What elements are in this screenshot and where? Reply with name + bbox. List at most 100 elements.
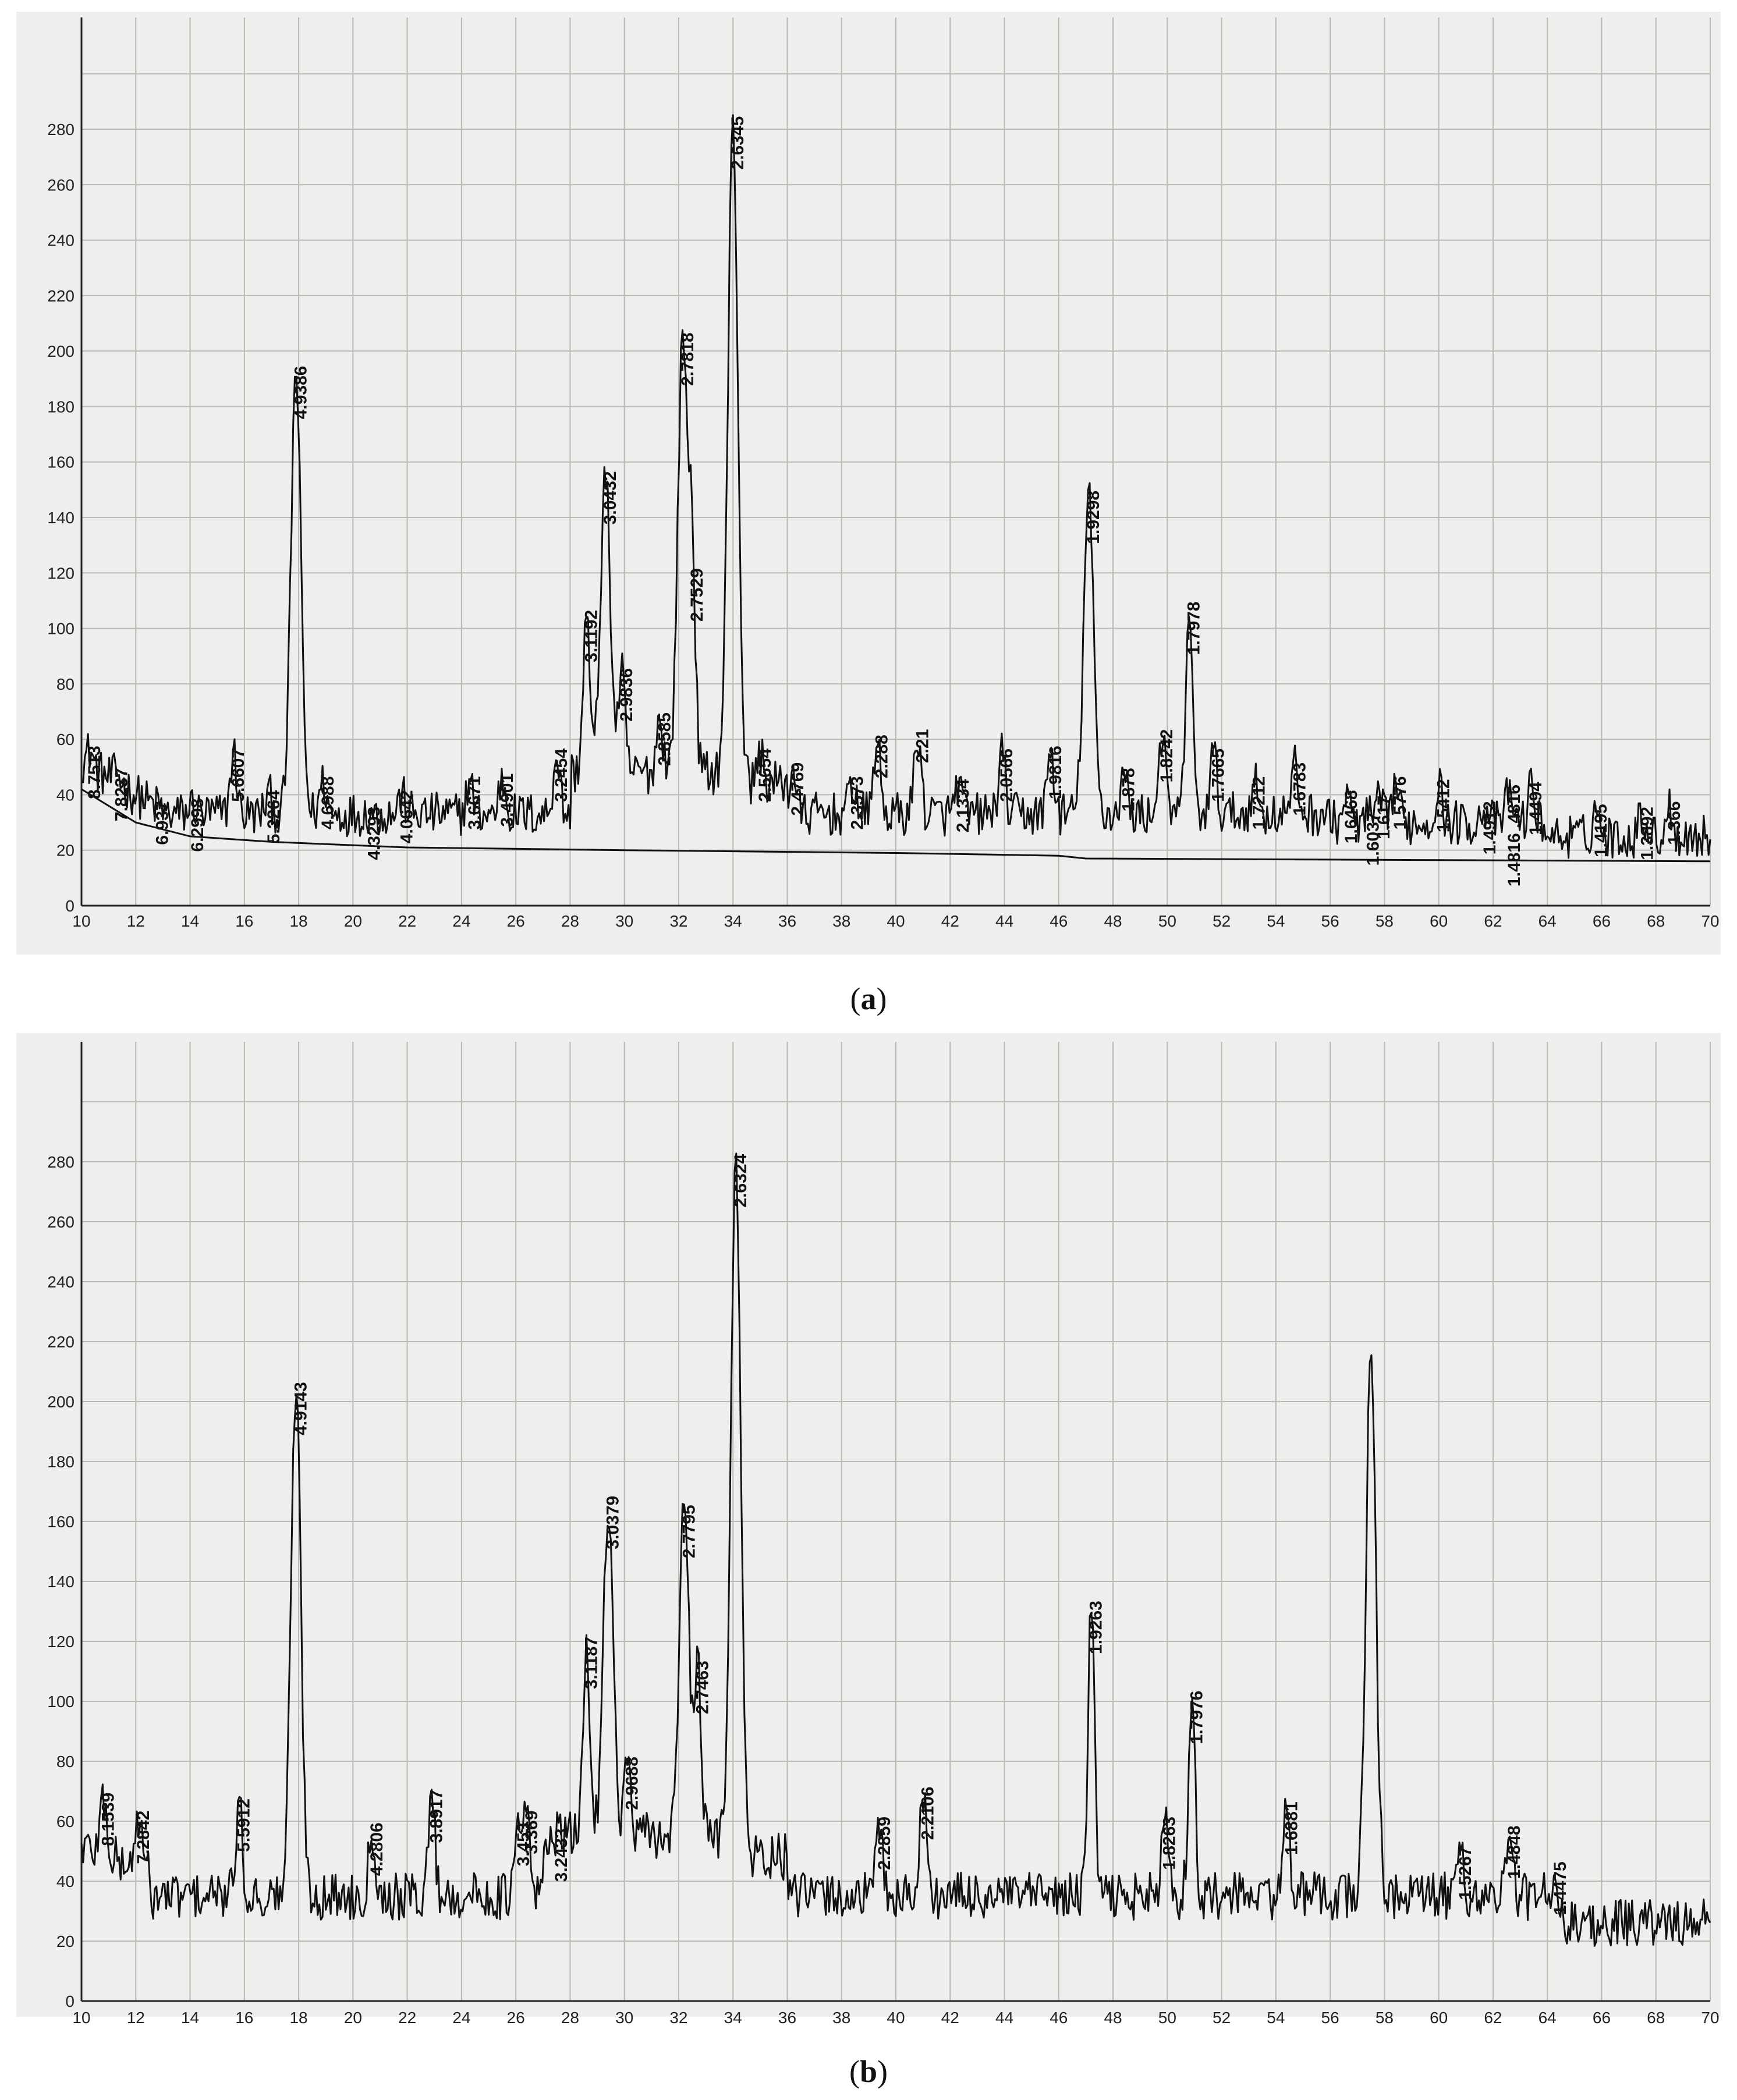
peak-label: 1.6881 xyxy=(1282,1801,1302,1855)
x-tick-label: 12 xyxy=(127,2009,145,2027)
y-tick-label: 20 xyxy=(56,1932,75,1950)
x-tick-label: 30 xyxy=(615,912,633,930)
peak-label: 1.7665 xyxy=(1209,749,1228,802)
series-line xyxy=(81,114,1711,859)
peak-label: 1.4475 xyxy=(1551,1861,1570,1915)
y-tick-label: 200 xyxy=(47,342,75,360)
peak-label: 8.7513 xyxy=(85,746,104,799)
x-tick-label: 68 xyxy=(1647,912,1665,930)
peak-label: 8.1539 xyxy=(98,1793,118,1846)
y-tick-label: 0 xyxy=(65,1992,75,2010)
x-tick-label: 22 xyxy=(398,912,416,930)
peak-label: 5.5912 xyxy=(234,1799,253,1852)
y-tick-label: 120 xyxy=(47,564,75,582)
x-tick-label: 34 xyxy=(724,912,742,930)
x-tick-label: 62 xyxy=(1484,912,1502,930)
x-tick-label: 10 xyxy=(72,912,90,930)
baseline-line xyxy=(81,788,1711,863)
x-tick-label: 30 xyxy=(615,2009,633,2027)
peak-label: 1.4848 xyxy=(1505,1825,1524,1879)
peak-label: 3.2454 xyxy=(552,749,571,802)
x-tick-label: 60 xyxy=(1430,912,1448,930)
x-tick-label: 48 xyxy=(1104,2009,1122,2027)
x-tick-label: 20 xyxy=(344,2009,362,2027)
peak-label: 1.5776 xyxy=(1391,776,1410,830)
x-tick-label: 42 xyxy=(941,912,959,930)
x-tick-label: 52 xyxy=(1213,2009,1231,2027)
y-tick-label: 180 xyxy=(47,398,75,416)
peak-label: 1.5412 xyxy=(1434,779,1454,832)
x-tick-label: 10 xyxy=(72,2009,90,2027)
peak-label: 2.4769 xyxy=(788,762,807,816)
peak-label: 1.8263 xyxy=(1160,1817,1179,1870)
peak-label: 1.6783 xyxy=(1291,762,1310,816)
peak-label: 1.7212 xyxy=(1250,776,1269,830)
peak-label: 1.3892 xyxy=(1637,807,1657,860)
peak-label: 2.2859 xyxy=(875,1817,894,1870)
x-tick-label: 26 xyxy=(507,2009,525,2027)
peak-label: 4.9386 xyxy=(291,366,310,419)
peak-label: 2.7795 xyxy=(679,1505,699,1558)
x-tick-label: 28 xyxy=(561,912,579,930)
x-tick-label: 46 xyxy=(1050,2009,1068,2027)
peak-label: 1.878 xyxy=(1119,768,1139,811)
y-tick-label: 100 xyxy=(47,1693,75,1711)
y-tick-label: 140 xyxy=(47,509,75,527)
chart-b: 10 12 14 16 18 20 22 24 26 28 30 32 34 36 38 40 42 44 46 48… xyxy=(47,1042,1720,2027)
peak-label: 4.2806 xyxy=(367,1822,387,1876)
peak-label: 2.7463 xyxy=(693,1661,712,1714)
peak-label: 2.7529 xyxy=(687,568,707,622)
peak-label: 6.2998 xyxy=(188,799,207,852)
peak-label: 4.9143 xyxy=(291,1382,310,1435)
peak-label: 2.7818 xyxy=(678,332,697,386)
peak-label: 1.617 xyxy=(1374,796,1394,839)
peak-label: 1.4816 .4816 xyxy=(1505,785,1524,886)
x-tick-label: 68 xyxy=(1647,2009,1665,2027)
y-tick-label: 260 xyxy=(47,176,75,194)
x-tick-label: 66 xyxy=(1593,912,1611,930)
peak-label: 3.0379 xyxy=(604,1496,623,1549)
peak-label: 2.1334 xyxy=(953,779,973,832)
x-tick-label: 44 xyxy=(995,2009,1013,2027)
peak-label: 2.6345 xyxy=(728,116,747,170)
y-tick-label: 40 xyxy=(56,1872,75,1890)
x-tick-label: 36 xyxy=(778,2009,796,2027)
y-tick-label: 80 xyxy=(56,1753,75,1771)
peak-label: 1.8242 xyxy=(1157,729,1176,783)
x-tick-label: 22 xyxy=(398,2009,416,2027)
peak-label: 7.8237 xyxy=(112,768,132,821)
y-tick-label: 120 xyxy=(47,1633,75,1651)
peak-label: 3.453 xyxy=(514,1822,533,1866)
peak-label: 3.0432 xyxy=(601,471,620,525)
peak-label: 4.6988 xyxy=(318,776,338,830)
y-tick-label: 0 xyxy=(65,897,75,915)
peak-label: 1.4494 xyxy=(1526,782,1545,835)
peak-label: 2.2106 xyxy=(919,1787,938,1840)
peak-label: 1.4912 xyxy=(1480,801,1500,854)
y-tick-label: 200 xyxy=(47,1393,75,1411)
y-tick-label: 160 xyxy=(47,1513,75,1531)
peak-label: 2.9836 xyxy=(617,668,636,722)
x-tick-label: 56 xyxy=(1321,2009,1339,2027)
y-tick-label: 220 xyxy=(47,1333,75,1351)
x-tick-label: 18 xyxy=(289,2009,307,2027)
x-tick-label: 26 xyxy=(507,912,525,930)
y-tick-label: 40 xyxy=(56,786,75,804)
x-tick-label: 38 xyxy=(832,2009,850,2027)
x-tick-label: 24 xyxy=(452,2009,470,2027)
x-tick-label: 40 xyxy=(887,2009,905,2027)
x-tick-label: 32 xyxy=(669,912,687,930)
peak-label: 1.366 xyxy=(1665,801,1684,845)
peak-label: 3.1187 xyxy=(582,1637,601,1689)
x-tick-label: 58 xyxy=(1376,2009,1394,2027)
x-tick-label: 14 xyxy=(181,912,199,930)
y-tick-label: 220 xyxy=(47,287,75,305)
peak-label: 3.1192 xyxy=(582,610,601,662)
peak-label: 1.5267 xyxy=(1456,1847,1475,1900)
x-tick-label: 40 xyxy=(887,912,905,930)
x-tick-label: 12 xyxy=(127,912,145,930)
peak-label: 1.7976 xyxy=(1187,1691,1206,1744)
x-tick-label: 50 xyxy=(1158,912,1176,930)
peak-label: 1.6037 xyxy=(1363,813,1382,866)
